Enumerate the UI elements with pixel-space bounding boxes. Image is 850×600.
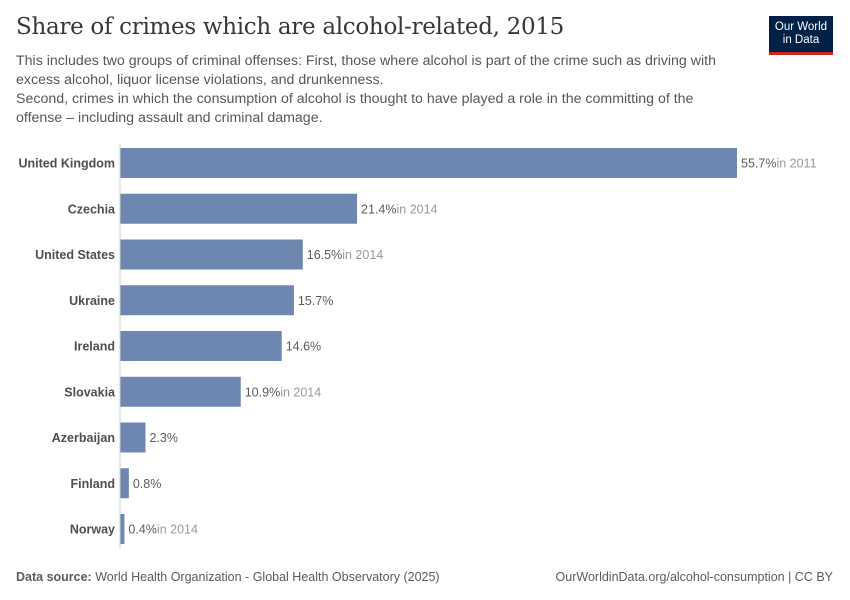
category-label: United States — [35, 248, 115, 262]
value-label: 14.6% — [286, 340, 321, 354]
value-label: 0.8% — [133, 477, 162, 491]
value-label: 10.9%in 2014 — [245, 385, 322, 399]
bar[interactable] — [120, 331, 282, 361]
value-text: 16.5% — [307, 248, 342, 262]
category-label: Norway — [70, 523, 115, 537]
value-label: 16.5%in 2014 — [307, 248, 384, 262]
bar[interactable] — [120, 239, 303, 270]
bar[interactable] — [120, 193, 358, 224]
source-text[interactable]: World Health Organization - Global Healt… — [95, 570, 440, 584]
category-label: United Kingdom — [18, 157, 115, 171]
bar[interactable] — [120, 514, 125, 544]
value-label: 21.4%in 2014 — [361, 202, 438, 216]
category-label: Azerbaijan — [52, 431, 115, 445]
value-text: 10.9% — [245, 385, 280, 399]
category-label: Czechia — [68, 202, 116, 216]
year-note: in 2014 — [342, 248, 383, 262]
bar[interactable] — [120, 285, 294, 316]
value-label: 55.7%in 2011 — [741, 157, 817, 171]
year-note: in 2014 — [397, 202, 438, 216]
chart-title: Share of crimes which are alcohol-relate… — [16, 14, 565, 40]
bar[interactable] — [120, 148, 737, 178]
value-label: 2.3% — [149, 431, 178, 445]
subtitle-line: Second, crimes in which the consumption … — [16, 91, 694, 126]
value-text: 2.3% — [149, 431, 178, 445]
category-label: Ukraine — [69, 294, 115, 308]
year-note: in 2014 — [280, 385, 321, 399]
value-text: 15.7% — [298, 294, 333, 308]
chart-subtitle: This includes two groups of criminal off… — [16, 52, 736, 128]
value-text: 14.6% — [286, 340, 321, 354]
value-label: 15.7% — [298, 294, 333, 308]
value-label: 0.4%in 2014 — [128, 523, 198, 537]
year-note: in 2011 — [776, 157, 816, 171]
category-label: Ireland — [74, 340, 115, 354]
value-text: 55.7% — [741, 157, 776, 171]
data-source: Data source: World Health Organization -… — [16, 570, 440, 584]
value-text: 0.4% — [128, 523, 157, 537]
owid-logo[interactable]: Our World in Data — [769, 16, 833, 55]
value-text: 21.4% — [361, 202, 396, 216]
source-label: Data source: — [16, 570, 92, 584]
logo-text: Our World in Data — [774, 21, 828, 46]
category-label: Finland — [71, 477, 115, 491]
category-label: Slovakia — [64, 385, 116, 399]
subtitle-line: This includes two groups of criminal off… — [16, 53, 716, 88]
bar[interactable] — [120, 376, 241, 407]
bar[interactable] — [120, 468, 129, 499]
bar[interactable] — [120, 422, 146, 453]
source-url[interactable]: OurWorldinData.org/alcohol-consumption |… — [555, 570, 833, 584]
year-note: in 2014 — [157, 523, 198, 537]
value-text: 0.8% — [133, 477, 162, 491]
